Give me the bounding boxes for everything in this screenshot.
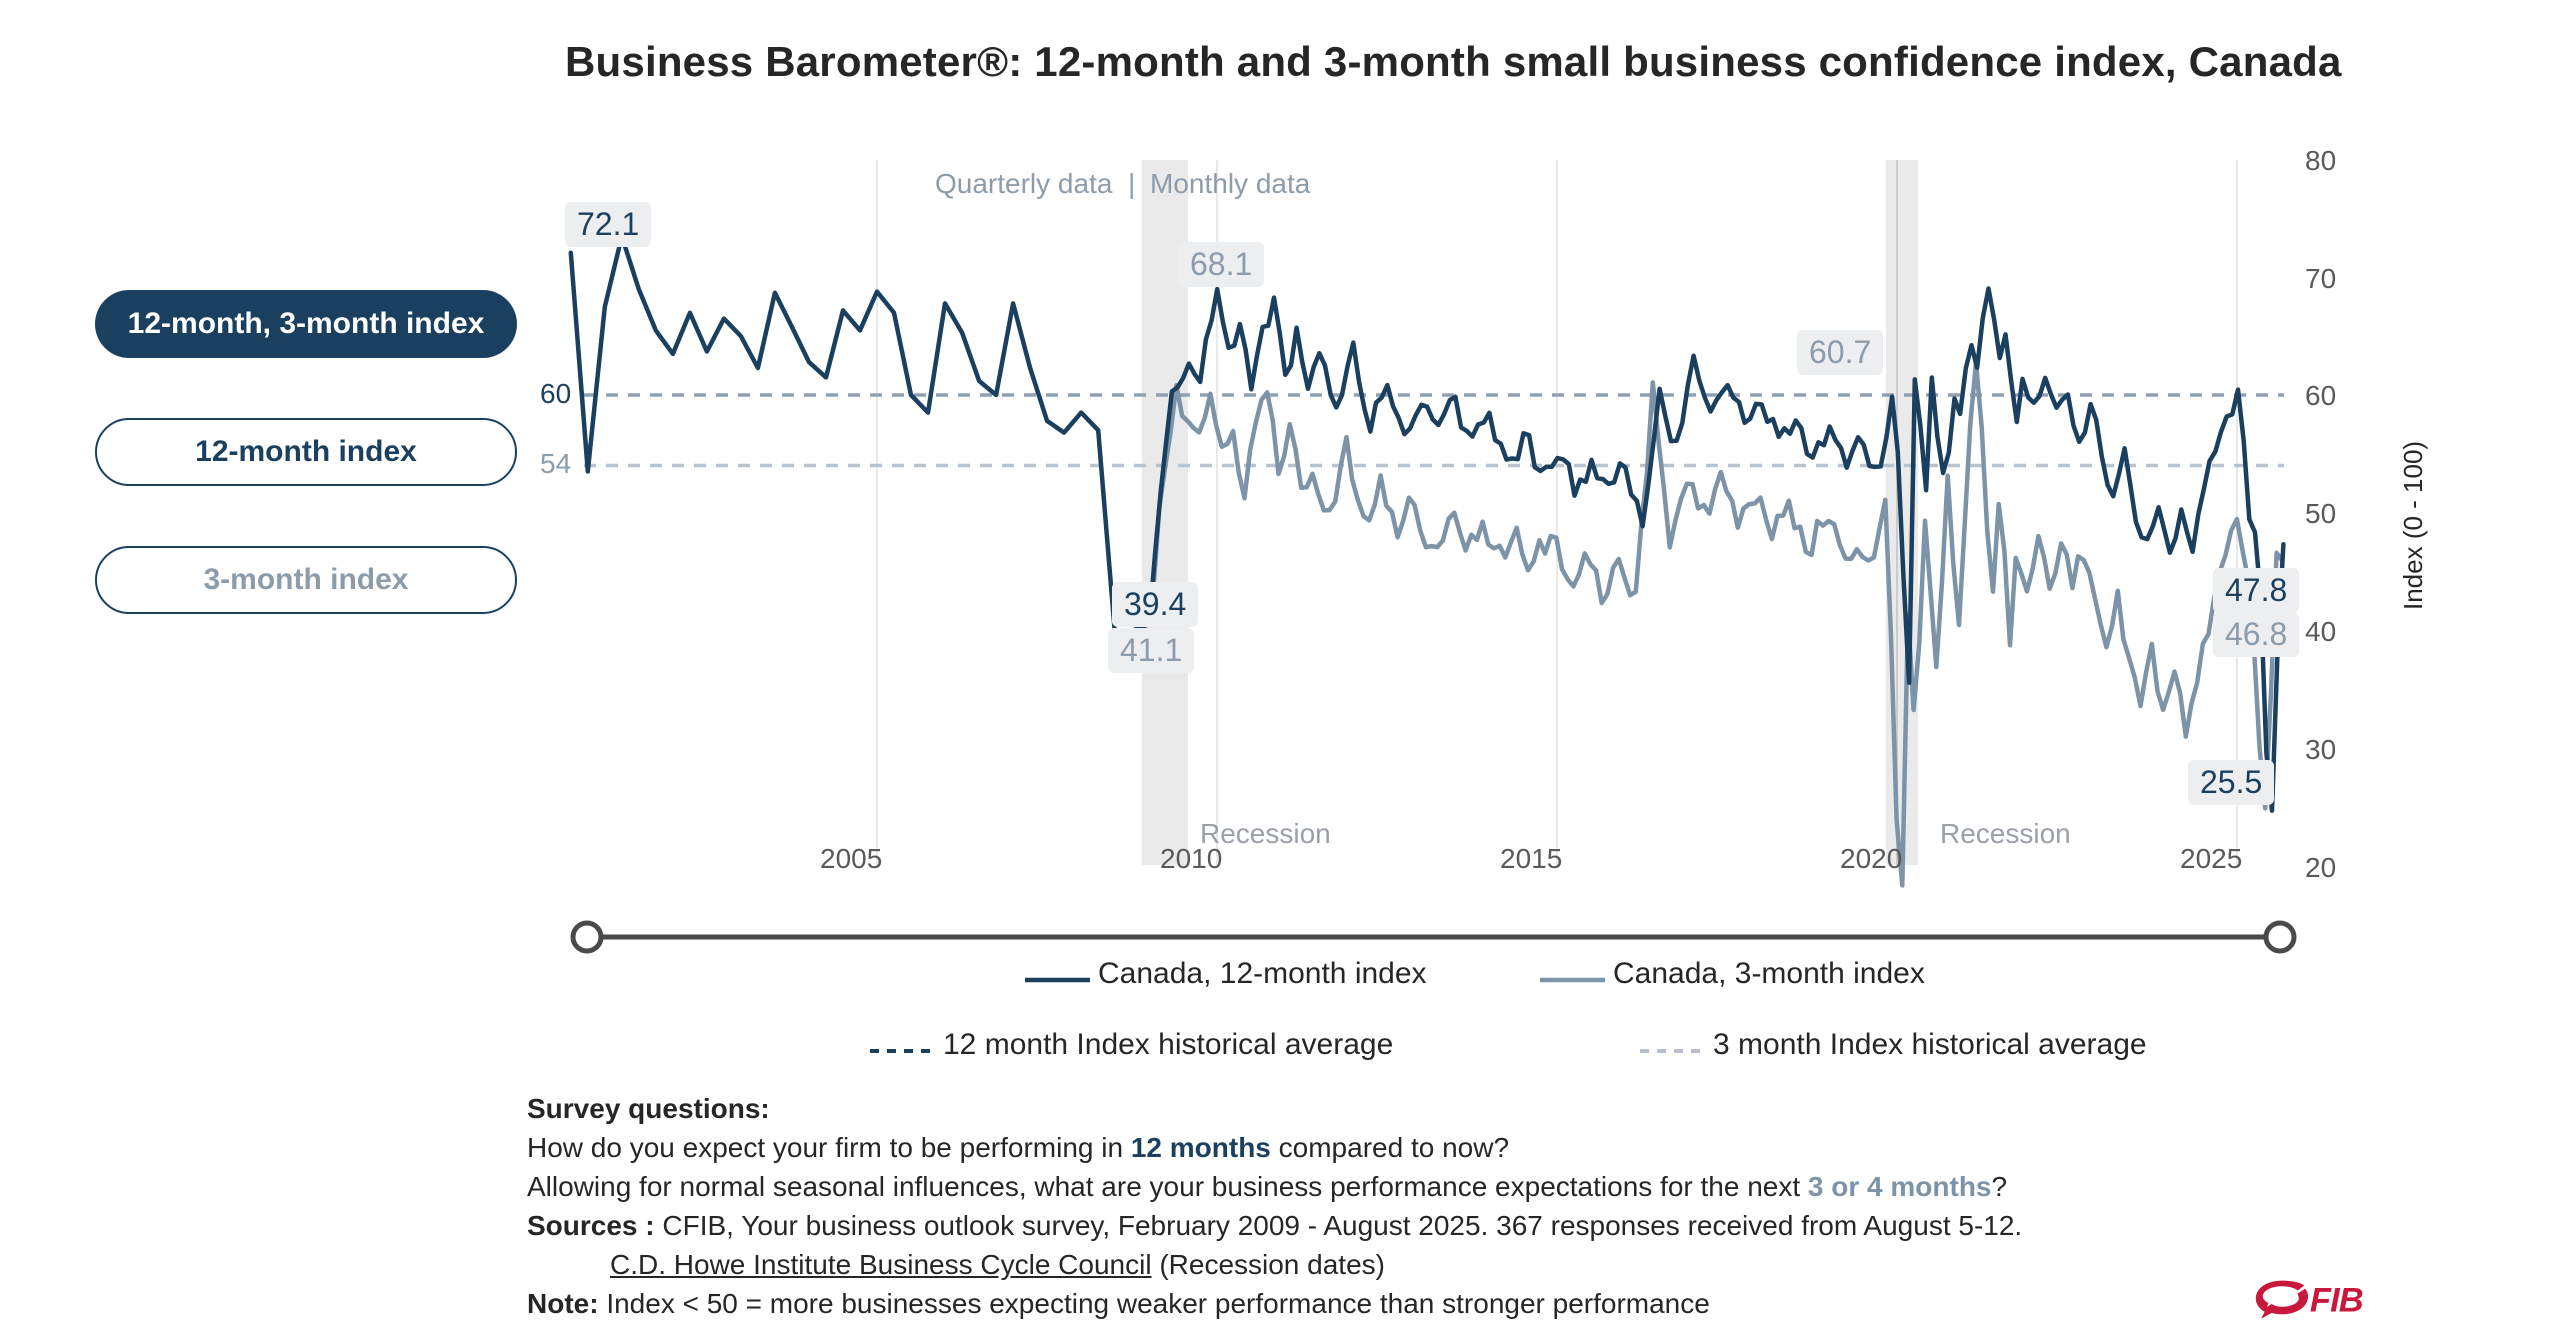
svg-text:FIB: FIB (2310, 1281, 2363, 1318)
